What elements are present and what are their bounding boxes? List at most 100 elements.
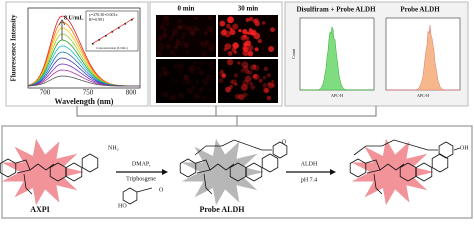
- cell: [170, 50, 174, 55]
- cell: [186, 87, 194, 94]
- cell: [268, 45, 275, 52]
- cell: [253, 65, 260, 71]
- ring: [0, 158, 17, 178]
- cell: [161, 21, 166, 25]
- compound-name: Probe ALDH: [200, 205, 246, 214]
- cell: [252, 18, 258, 24]
- chain: [136, 139, 461, 193]
- connector: [76, 106, 377, 126]
- ring: [195, 159, 211, 174]
- cell: [175, 40, 181, 46]
- cell: [227, 16, 234, 24]
- cell: [253, 73, 260, 80]
- cell: [202, 95, 207, 101]
- cell: [209, 97, 214, 102]
- cells: [156, 15, 276, 102]
- cell: [183, 42, 189, 48]
- cell: [195, 16, 199, 21]
- cell: [174, 63, 181, 69]
- cell: [261, 21, 266, 25]
- image: [156, 59, 216, 103]
- cell: [263, 87, 269, 93]
- cell: [241, 61, 249, 69]
- cell: [208, 15, 213, 21]
- flow-y-label: Count: [291, 48, 296, 59]
- ring: [415, 162, 433, 182]
- cell: [227, 51, 233, 56]
- cell: [161, 66, 165, 70]
- cell: [193, 95, 198, 100]
- cell: [244, 69, 250, 74]
- cell: [201, 42, 207, 48]
- cell: [247, 70, 253, 75]
- scheme: [0, 138, 461, 206]
- cell: [270, 27, 275, 33]
- cell: [173, 52, 177, 56]
- cell: [186, 65, 193, 73]
- condition: pH 7.4: [301, 177, 317, 183]
- cell: [258, 78, 263, 83]
- cell: [263, 66, 269, 71]
- cell: [247, 50, 254, 57]
- cell: [178, 26, 182, 30]
- cell: [247, 31, 252, 35]
- cell: [165, 44, 171, 50]
- cell: [240, 34, 247, 41]
- cell: [182, 31, 187, 37]
- atom: NH₂: [108, 145, 119, 151]
- cell: [242, 79, 249, 87]
- histogram: [386, 24, 460, 91]
- cell: [209, 67, 214, 71]
- cell: [219, 69, 224, 74]
- x-tick-label: 750: [83, 89, 94, 97]
- figure: Fluorescence Intensity Wavelength (nm) 7…: [0, 1, 473, 219]
- cell: [252, 74, 256, 79]
- spectra-axes: [27, 7, 141, 89]
- image: [218, 59, 278, 103]
- cell: [234, 93, 241, 100]
- cell: [252, 73, 258, 79]
- flow-label: Probe ALDH: [400, 6, 440, 14]
- cell: [164, 21, 170, 27]
- cell: [257, 38, 262, 44]
- cell: [208, 89, 213, 93]
- cell: [189, 31, 195, 36]
- time-label: 0 min: [178, 5, 195, 13]
- reagent: Triphosgene: [126, 176, 156, 182]
- cell: [262, 82, 268, 88]
- cell: [207, 43, 215, 51]
- concentration-label: 8 U/mL: [64, 15, 84, 21]
- cell: [157, 72, 163, 78]
- cell: [163, 71, 168, 77]
- cell: [183, 74, 190, 81]
- cell: [175, 39, 180, 43]
- cell: [266, 73, 271, 78]
- cell: [248, 16, 254, 22]
- cell: [171, 28, 179, 36]
- cell: [254, 47, 259, 52]
- cell: [195, 92, 200, 98]
- cell: [234, 82, 238, 87]
- cell: [197, 87, 204, 93]
- r-squared: R²=0.991: [89, 17, 104, 22]
- spectrum: [27, 75, 140, 87]
- glow: [181, 138, 264, 206]
- cell: [197, 95, 201, 99]
- chain: [373, 173, 383, 195]
- cell: [205, 74, 213, 81]
- inset-point: [111, 31, 114, 33]
- chain: [23, 173, 33, 195]
- cell: [238, 28, 242, 33]
- cell: [219, 71, 225, 77]
- cell: [249, 81, 253, 86]
- cell: [190, 69, 196, 75]
- cell: [223, 48, 227, 52]
- cell: [242, 49, 250, 57]
- cell: [190, 29, 197, 36]
- cell: [175, 79, 179, 84]
- atom: HO: [118, 203, 127, 209]
- cell: [237, 61, 241, 65]
- cell: [162, 90, 169, 98]
- x-tick-label: 700: [40, 89, 51, 97]
- cell: [229, 79, 234, 85]
